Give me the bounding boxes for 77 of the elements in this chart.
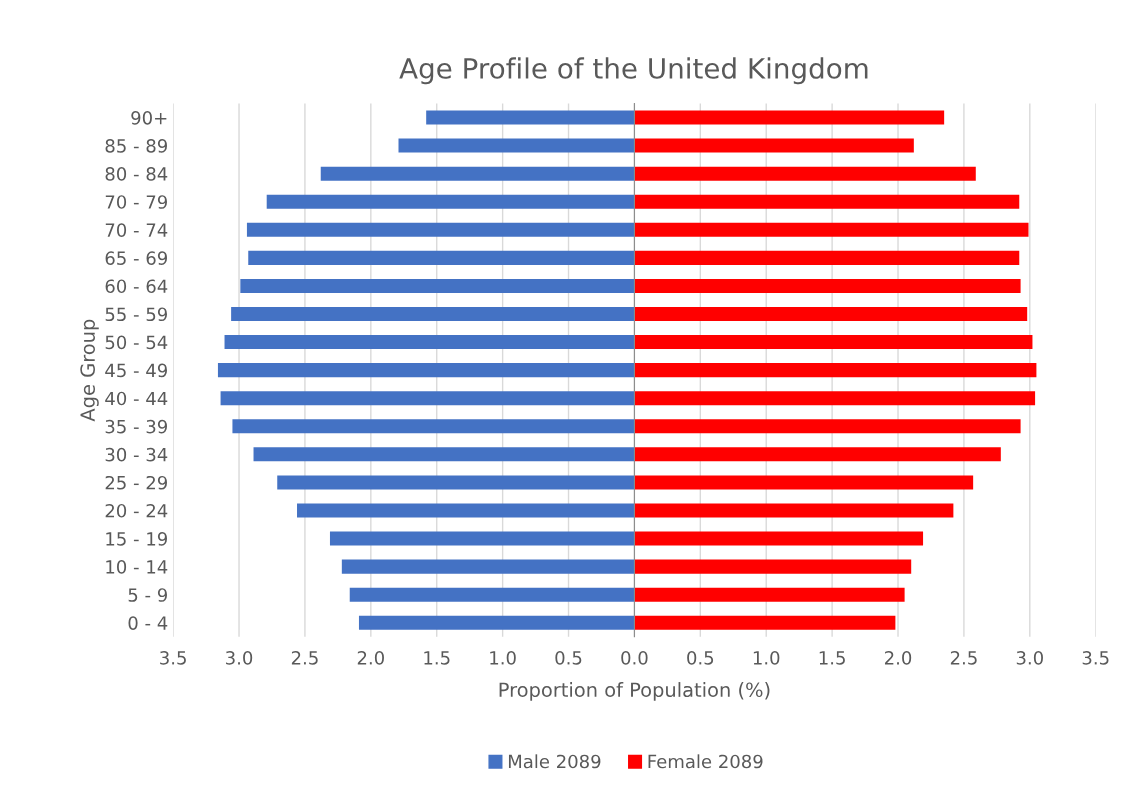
x-tick-label: 2.5 — [291, 651, 318, 665]
x-tick-label: 1.5 — [819, 651, 845, 665]
y-tick-label: 50 - 54 — [105, 335, 168, 350]
bar — [398, 138, 635, 153]
y-tick-label: 20 - 24 — [105, 503, 168, 518]
y-tick-label: 35 - 39 — [105, 419, 167, 434]
y-tick-label: 15 - 19 — [106, 532, 167, 546]
y-tick-label: 70 - 79 — [105, 195, 167, 209]
bar — [232, 419, 635, 434]
bar — [329, 531, 635, 546]
y-tick-label: 0 - 4 — [128, 616, 168, 630]
bar — [634, 250, 1020, 265]
x-tick-label: 3.5 — [1082, 651, 1109, 665]
bar — [220, 391, 635, 406]
bar — [634, 222, 1029, 237]
bar — [634, 194, 1020, 209]
x-tick-label: 0.5 — [555, 651, 582, 665]
y-tick-label: 85 - 89 — [105, 139, 167, 153]
bar — [248, 250, 635, 265]
bar — [634, 531, 924, 546]
bar — [217, 363, 635, 378]
bar — [231, 306, 635, 322]
y-tick-label: 70 - 74 — [105, 223, 168, 237]
bar — [320, 166, 635, 181]
y-tick-label: 45 - 49 — [105, 363, 167, 378]
bar — [426, 110, 635, 125]
bar — [240, 278, 635, 293]
x-tick-label: 0.0 — [621, 651, 648, 665]
x-tick-label: 2.0 — [884, 651, 912, 665]
y-tick-label: 30 - 34 — [105, 447, 168, 462]
bar — [634, 475, 974, 490]
x-tick-label: 1.0 — [753, 651, 780, 665]
bar — [358, 615, 635, 630]
legend-label: Female 2089 — [648, 754, 763, 769]
chart-title: Age Profile of the United Kingdom — [399, 57, 868, 85]
legend-label: Male 2089 — [508, 754, 601, 769]
bar — [634, 306, 1028, 322]
bar — [634, 559, 912, 574]
bar — [224, 335, 635, 350]
bar — [634, 587, 905, 602]
y-tick-label: 10 - 14 — [106, 560, 168, 574]
x-tick-label: 1.0 — [490, 651, 516, 665]
bar — [341, 559, 635, 574]
y-tick-label: 40 - 44 — [105, 391, 168, 406]
bar — [634, 138, 914, 153]
x-tick-label: 3.5 — [160, 651, 186, 665]
x-tick-label: 2.0 — [357, 651, 384, 665]
x-axis-title: Proportion of Population (%) — [499, 682, 770, 701]
bar — [634, 335, 1033, 350]
x-tick-label: 2.5 — [950, 651, 977, 665]
y-tick-label: 60 - 64 — [105, 279, 168, 294]
bar — [246, 222, 635, 237]
bar — [634, 363, 1037, 378]
bar — [253, 447, 635, 462]
x-tick-label: 0.5 — [687, 651, 714, 665]
bar — [634, 503, 954, 518]
bar — [634, 110, 945, 125]
bar — [297, 503, 635, 518]
x-tick-label: 3.0 — [1016, 651, 1043, 665]
bar — [266, 194, 635, 209]
y-axis-title: Age Group — [80, 319, 99, 422]
y-tick-label: 80 - 84 — [105, 167, 168, 181]
x-tick-label: 1.5 — [424, 651, 450, 665]
y-tick-label: 65 - 69 — [105, 251, 167, 265]
bar — [634, 166, 976, 181]
bar — [634, 391, 1036, 406]
bar — [349, 587, 635, 602]
bar — [634, 447, 1001, 462]
bar — [634, 615, 896, 630]
bar — [634, 278, 1021, 293]
y-tick-label: 5 - 9 — [128, 588, 167, 602]
y-tick-label: 55 - 59 — [105, 307, 167, 322]
y-tick-label: 90+ — [131, 110, 167, 125]
x-tick-label: 3.0 — [226, 651, 253, 665]
bar — [277, 475, 635, 490]
bar — [634, 419, 1021, 434]
y-tick-label: 25 - 29 — [105, 475, 167, 490]
